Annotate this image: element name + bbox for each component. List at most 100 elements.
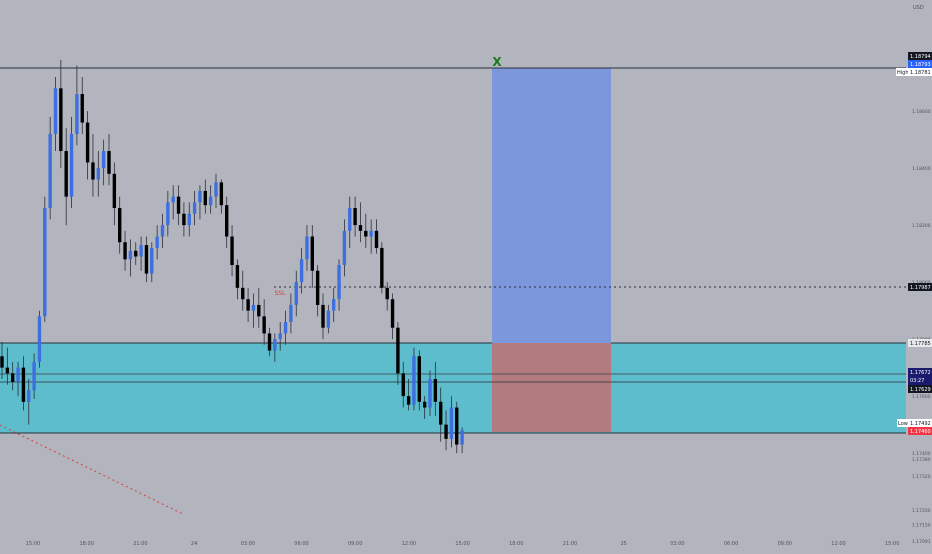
candle-bull[interactable] <box>101 151 106 169</box>
candle-bear[interactable] <box>380 247 384 288</box>
time-tick-label: 18:00 <box>509 541 523 547</box>
candle-bear[interactable] <box>422 401 427 408</box>
candle-bear[interactable] <box>21 367 26 402</box>
candle-bear[interactable] <box>118 208 122 243</box>
candle-bull[interactable] <box>53 88 58 134</box>
candle-bear[interactable] <box>406 396 411 405</box>
reward-box[interactable] <box>492 68 611 343</box>
candle-bull[interactable] <box>171 196 175 203</box>
candle-bull[interactable] <box>43 208 47 317</box>
candle-bull[interactable] <box>155 236 159 248</box>
candle-bull[interactable] <box>460 430 464 445</box>
candle-bear[interactable] <box>396 327 400 374</box>
candle-bull[interactable] <box>348 208 352 231</box>
time-axis[interactable]: 15:00 18:00 21:00 24 03:00 06:00 09:00 12:00 15:… <box>26 541 900 547</box>
candle-bear[interactable] <box>241 287 245 300</box>
candle-bear[interactable] <box>417 356 421 402</box>
candle-bear[interactable] <box>267 333 272 351</box>
candle-bear[interactable] <box>390 299 395 328</box>
candle-bull[interactable] <box>342 230 347 266</box>
candle-bull[interactable] <box>278 333 282 340</box>
candle-bull[interactable] <box>37 316 42 362</box>
candle-bull[interactable] <box>283 322 288 334</box>
candle-bear[interactable] <box>455 407 459 445</box>
candle-bull[interactable] <box>369 230 373 237</box>
candle-bull[interactable] <box>273 339 277 351</box>
target-marker[interactable]: X <box>492 55 502 69</box>
candle-bear[interactable] <box>219 182 224 206</box>
candle-bear[interactable] <box>176 196 181 214</box>
candle-bear[interactable] <box>91 162 95 180</box>
candle-bull[interactable] <box>449 407 454 439</box>
candle-bear[interactable] <box>246 299 250 311</box>
candle-bull[interactable] <box>214 182 218 197</box>
candle-bull[interactable] <box>32 361 36 391</box>
candle-bull[interactable] <box>27 390 31 402</box>
candle-bear[interactable] <box>64 151 68 197</box>
candle-bear[interactable] <box>0 356 4 368</box>
candle-bear[interactable] <box>321 304 325 328</box>
candle-bull[interactable] <box>337 265 341 300</box>
candle-bull[interactable] <box>166 202 170 226</box>
candle-bear[interactable] <box>374 230 379 248</box>
candle-bull[interactable] <box>299 259 304 283</box>
badge-low: Low 1.17492 <box>897 419 932 427</box>
candle-bull[interactable] <box>428 379 432 408</box>
dotted-trendline[interactable] <box>0 424 184 515</box>
candle-bear[interactable] <box>225 205 229 237</box>
candle-bull[interactable] <box>187 213 191 226</box>
candle-bear[interactable] <box>182 213 186 226</box>
candle-bear[interactable] <box>85 122 90 163</box>
candle-bull[interactable] <box>75 94 79 134</box>
candle-bear[interactable] <box>230 236 234 266</box>
candle-bull[interactable] <box>251 304 256 311</box>
candle-bull[interactable] <box>96 168 100 180</box>
candle-bear[interactable] <box>433 379 438 402</box>
candle-bear[interactable] <box>5 367 10 374</box>
candle-bear[interactable] <box>401 373 405 397</box>
candle-bull[interactable] <box>305 236 309 260</box>
candle-bear[interactable] <box>310 236 314 271</box>
candle-bear[interactable] <box>439 401 443 425</box>
candle-bull[interactable] <box>160 225 165 237</box>
candle-bear[interactable] <box>444 424 448 439</box>
candle-bull[interactable] <box>294 282 298 305</box>
candle-bear[interactable] <box>353 208 357 226</box>
candle-bull[interactable] <box>128 250 133 260</box>
risk-box[interactable] <box>492 343 611 432</box>
ssl-label[interactable]: SSL <box>275 290 287 297</box>
candle-bull[interactable] <box>289 304 293 323</box>
candle-bull[interactable] <box>48 133 52 209</box>
candle-bull[interactable] <box>69 133 74 197</box>
candle-bull[interactable] <box>139 245 143 257</box>
candle-bear[interactable] <box>112 173 117 209</box>
candle-bear[interactable] <box>144 245 149 274</box>
time-tick-label: 21:00 <box>563 541 577 547</box>
candle-bull[interactable] <box>198 190 202 203</box>
candle-bear[interactable] <box>358 225 363 231</box>
candle-bull[interactable] <box>192 202 197 214</box>
candle-bear[interactable] <box>235 265 240 288</box>
candle-bull[interactable] <box>412 356 416 405</box>
price-axis[interactable]: USD 1.188001.186001.184001.182001.180001… <box>896 5 932 550</box>
candle-bull[interactable] <box>208 196 213 206</box>
candle-bear[interactable] <box>107 151 111 174</box>
badge-zone-top: 1.17785 <box>908 339 932 347</box>
candle-bear[interactable] <box>385 287 389 300</box>
candle-bear[interactable] <box>11 373 15 382</box>
candle-bear[interactable] <box>123 242 127 260</box>
candle-bull[interactable] <box>16 367 20 382</box>
candle-bear[interactable] <box>134 250 138 257</box>
candle-bear[interactable] <box>315 270 320 305</box>
candle-bull[interactable] <box>332 299 336 311</box>
candle-bear[interactable] <box>203 190 207 206</box>
candle-bear[interactable] <box>257 304 261 317</box>
candle-bull[interactable] <box>150 247 154 274</box>
candle-bear[interactable] <box>59 88 63 152</box>
candle-bear[interactable] <box>80 94 84 123</box>
candle-bear[interactable] <box>364 230 368 237</box>
candle-bull[interactable] <box>326 310 331 328</box>
candle-bear[interactable] <box>262 316 266 334</box>
